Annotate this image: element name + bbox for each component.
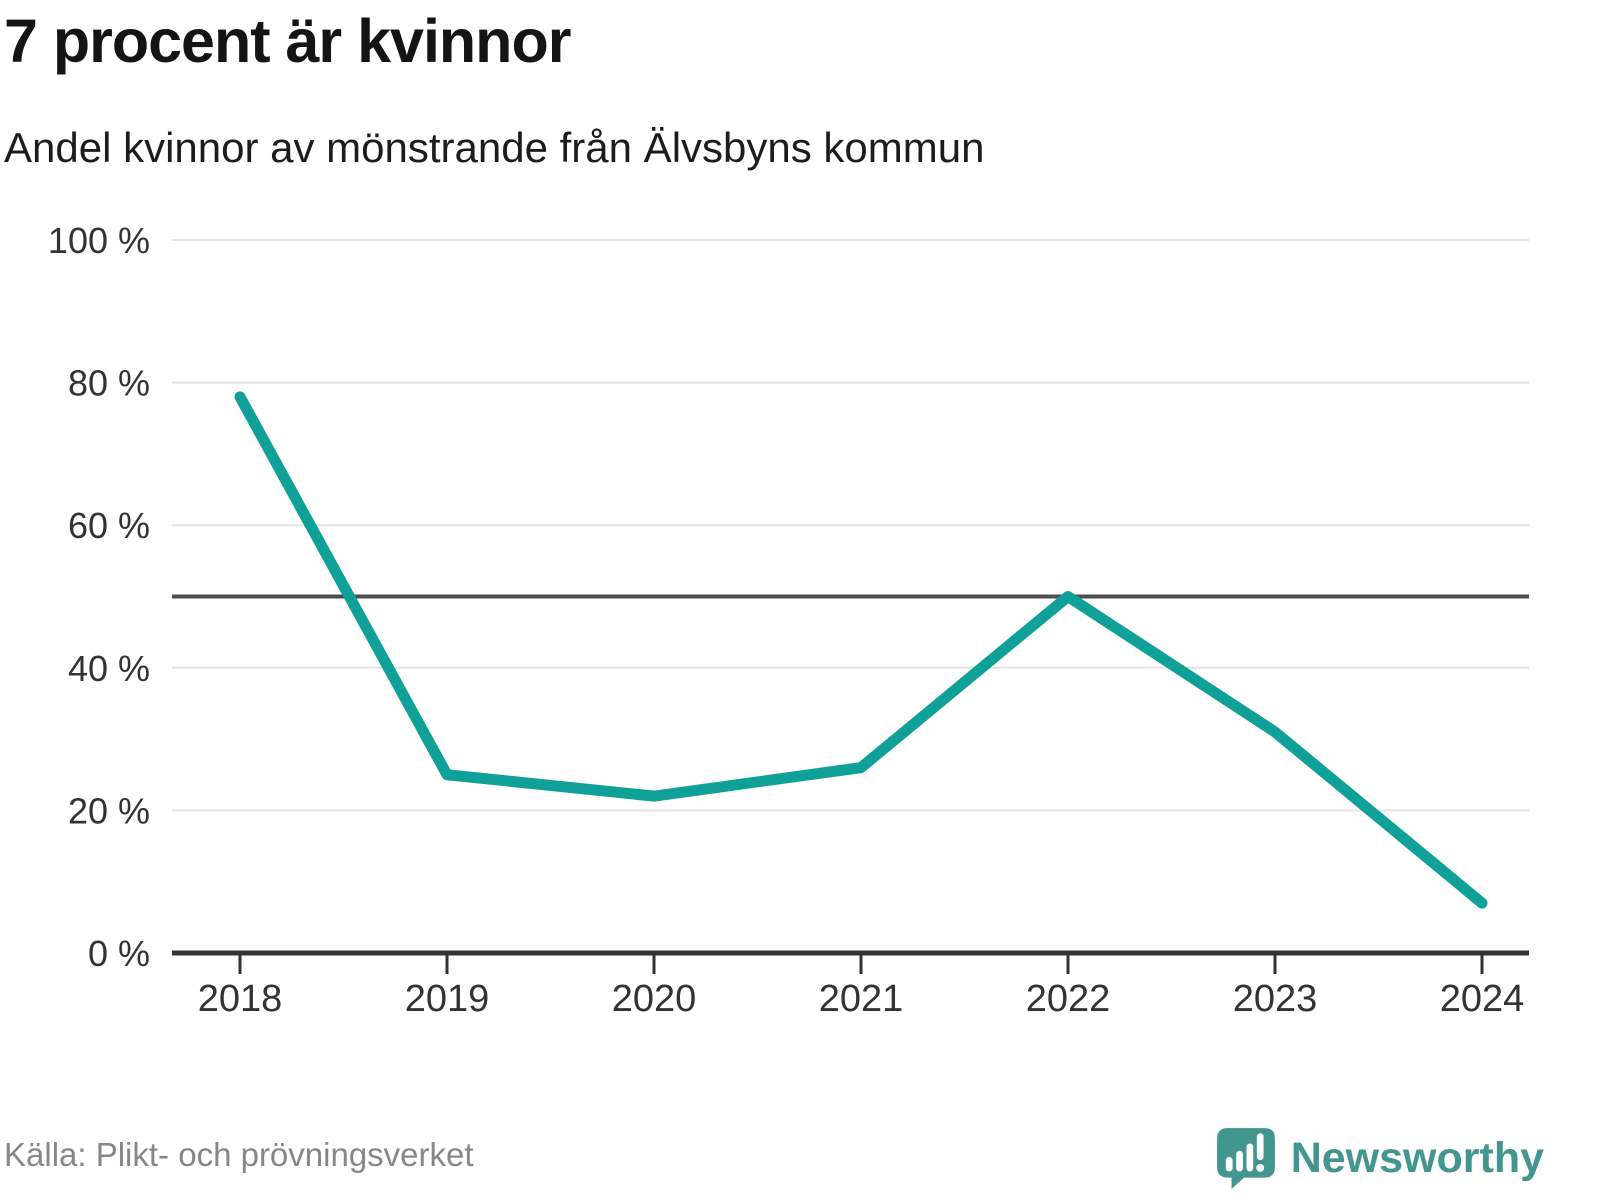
- y-tick-label-60: 60 %: [68, 505, 150, 546]
- x-tick-label-2019: 2019: [405, 978, 490, 1020]
- chart-subtitle: Andel kvinnor av mönstrande från Älvsbyn…: [4, 124, 985, 171]
- y-tick-label-40: 40 %: [68, 648, 150, 689]
- newsworthy-logo-icon: [1216, 1128, 1275, 1189]
- x-tick-label-2024: 2024: [1440, 978, 1525, 1020]
- x-tick-label-2022: 2022: [1026, 978, 1111, 1020]
- x-tick-label-2023: 2023: [1233, 978, 1318, 1020]
- y-tick-label-100: 100 %: [48, 220, 150, 261]
- source-text: Källa: Plikt- och prövningsverket: [4, 1136, 474, 1173]
- newsworthy-brand: Newsworthy: [1215, 1126, 1544, 1190]
- y-tick-label-20: 20 %: [68, 790, 150, 831]
- x-tick-label-2021: 2021: [819, 978, 904, 1020]
- chart-title: 7 procent är kvinnor: [4, 7, 571, 75]
- y-tick-label-80: 80 %: [68, 363, 150, 404]
- x-tick-label-2020: 2020: [612, 978, 697, 1020]
- x-tick-label-2018: 2018: [198, 978, 283, 1020]
- series-line: [234, 391, 1488, 909]
- y-tick-label-0: 0 %: [88, 933, 150, 974]
- newsworthy-wordmark: Newsworthy: [1290, 1133, 1544, 1182]
